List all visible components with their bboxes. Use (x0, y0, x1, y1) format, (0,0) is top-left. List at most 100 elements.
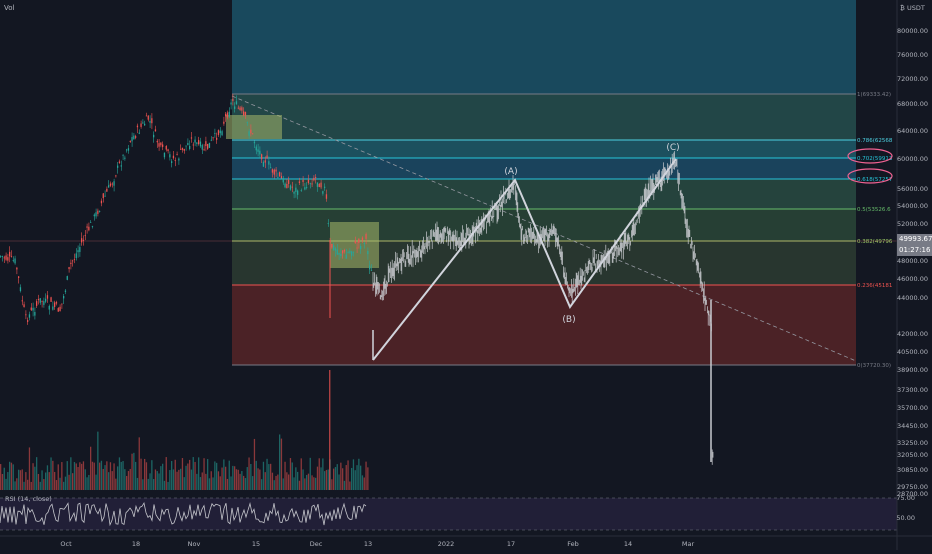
candle-body (261, 154, 263, 160)
volume-bar (275, 475, 277, 490)
candle-body (320, 182, 322, 188)
candle-body (214, 133, 216, 134)
rsi-tick-label: 75.00 (896, 494, 915, 502)
volume-bar (266, 458, 268, 490)
volume-bar (322, 458, 324, 490)
candle-body (361, 237, 364, 241)
volume-bar (338, 474, 340, 490)
candle-body (70, 262, 72, 264)
candle-body (198, 140, 200, 145)
volume-bar (320, 467, 322, 490)
candle-body (246, 121, 248, 123)
volume-bar (133, 452, 135, 490)
candle-body (365, 234, 367, 239)
volume-bar (318, 458, 320, 490)
fib-level-label: 0.618(57257 (857, 177, 893, 183)
candle-body (64, 290, 67, 292)
volume-bar (3, 467, 5, 490)
candle-body (228, 111, 230, 117)
candle-body (216, 137, 218, 140)
candle-body (129, 140, 131, 143)
candle-body (149, 121, 151, 123)
candle-body (234, 106, 236, 109)
volume-bar (282, 478, 284, 490)
candle-body (363, 242, 365, 245)
candle-body (45, 298, 47, 302)
volume-bar (270, 463, 272, 490)
candle-body (192, 144, 194, 146)
candle-body (81, 238, 83, 243)
time-tick-label: Dec (310, 540, 323, 548)
volume-bar (342, 468, 344, 490)
time-axis[interactable]: Oct 18 Nov 15 Dec 13 2022 17 Feb 14 Mar (60, 540, 694, 548)
volume-bar (158, 473, 160, 490)
volume-bar (268, 464, 270, 490)
candle-body (158, 143, 160, 147)
candle-body (225, 113, 227, 117)
rsi-band (0, 498, 897, 530)
price-tick-label: 46000.00 (897, 275, 928, 283)
volume-bar (163, 480, 166, 490)
volume-bar (37, 473, 40, 490)
volume-bar (190, 469, 193, 490)
volume-bar (241, 471, 243, 490)
volume-bar (343, 480, 346, 490)
volume-bar (30, 481, 32, 490)
fib-level-label: 0.702(59913 (857, 156, 893, 162)
volume-bar (360, 465, 362, 490)
volume-bar (1, 473, 4, 490)
candle-body (79, 247, 81, 252)
price-axis[interactable]: 80000.00 76000.00 72000.00 68000.00 64000.00… (896, 27, 928, 522)
candle-body (280, 176, 283, 179)
candle-body (194, 139, 196, 143)
rsi-pane[interactable]: RSI (14, close) (0, 495, 897, 531)
candle-body (28, 314, 31, 318)
volume-bar (48, 472, 50, 490)
volume-bar (151, 460, 153, 490)
candle-body (50, 297, 52, 302)
fibonacci-retracement[interactable]: 1(69333.42) 0.786(62568 0.702(59913 0.618(5… (232, 0, 893, 369)
candle-body (10, 255, 13, 257)
candle-body (176, 154, 178, 155)
volume-bar (280, 438, 283, 490)
candle-body (34, 312, 36, 316)
fib-zone-0618-05 (232, 179, 856, 209)
candle-body (160, 142, 162, 146)
candle-body (196, 142, 198, 144)
volume-bar (293, 477, 295, 490)
candle-body (72, 260, 74, 262)
countdown-value: 01:27:16 (899, 246, 931, 254)
volume-bar (126, 475, 128, 490)
volume-bar (304, 478, 306, 490)
current-price-value: 49993.67 (899, 235, 932, 243)
volume-bar (340, 462, 342, 490)
volume-bar (208, 478, 211, 490)
fib-zone-0786-0702 (232, 140, 856, 158)
candle-body (370, 270, 373, 271)
candle-body (268, 161, 270, 165)
candle-body (181, 147, 184, 150)
volume-bar (77, 466, 79, 490)
wave-label-a-text: (A) (504, 167, 517, 177)
candle-body (14, 258, 16, 264)
candle-body (302, 179, 304, 182)
volume-bar (198, 457, 200, 490)
time-tick-label: Mar (682, 540, 695, 548)
volume-bar (347, 460, 349, 490)
volume-bar (194, 461, 196, 490)
volume-bar (36, 457, 38, 490)
price-tick-label: 35700.00 (897, 404, 928, 412)
volume-bar (334, 467, 337, 490)
volume-bar (248, 457, 250, 490)
candle-body (140, 123, 142, 127)
candle-body (207, 143, 209, 149)
candle-body (48, 305, 50, 310)
volume-bar (262, 461, 265, 490)
price-tick-label: 44000.00 (897, 294, 928, 302)
price-tick-label: 76000.00 (897, 51, 928, 59)
candle-body (113, 181, 115, 186)
volume-bar (201, 472, 203, 490)
volume-bar (289, 458, 292, 490)
candle-body (316, 182, 319, 187)
